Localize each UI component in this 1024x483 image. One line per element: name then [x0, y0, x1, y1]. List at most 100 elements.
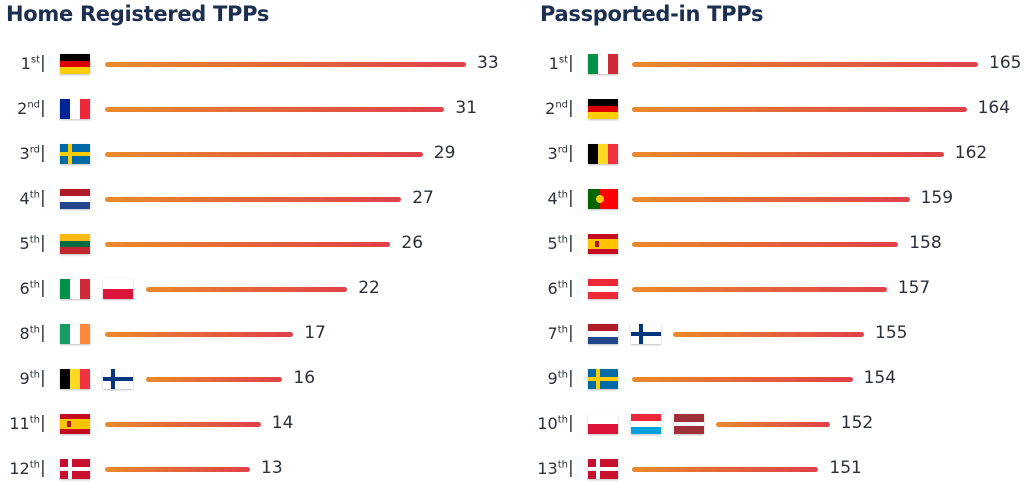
rank-suffix: th — [557, 234, 568, 246]
rank-label: 3rd — [548, 144, 568, 163]
chart-row: 9th | 16 — [0, 367, 500, 391]
rank-number: 7 — [547, 324, 558, 343]
rank-number: 10 — [537, 414, 558, 433]
value-label: 157 — [897, 278, 931, 298]
flag-es-icon — [588, 234, 618, 254]
flag-lt-icon — [60, 234, 90, 254]
bar — [105, 152, 423, 157]
bar — [716, 422, 830, 427]
rank-suffix: th — [29, 234, 40, 246]
value-label: 22 — [358, 278, 380, 298]
chart-row: 3rd | 29 — [0, 142, 500, 166]
separator: | — [568, 458, 574, 478]
value-label: 27 — [412, 188, 434, 208]
chart-row: 8th | 17 — [0, 322, 500, 346]
rank-suffix: th — [29, 414, 40, 426]
flag-nl-icon — [588, 324, 618, 344]
flag-nl-icon — [60, 189, 90, 209]
rank-label: 9th — [548, 369, 568, 388]
rank-label: 9th — [20, 369, 40, 388]
value-label: 16 — [293, 368, 316, 388]
rank-suffix: th — [29, 324, 40, 336]
rank-label: 6th — [548, 279, 568, 298]
flag-it-icon — [60, 279, 90, 299]
chart-row: 1st | 33 — [0, 52, 500, 76]
separator: | — [40, 323, 46, 343]
flag-be-icon — [60, 369, 90, 389]
rank-suffix: th — [557, 369, 568, 381]
rank-label: 8th — [20, 324, 40, 343]
bar — [632, 467, 819, 472]
rank-suffix: nd — [27, 99, 40, 111]
value-label: 155 — [875, 323, 908, 343]
flag-de-icon — [588, 99, 618, 119]
flag-pl-icon — [103, 279, 133, 299]
value-label: 158 — [909, 233, 942, 253]
separator: | — [568, 278, 574, 298]
rank-suffix: th — [29, 459, 40, 471]
separator: | — [568, 413, 574, 433]
flag-fr-icon — [60, 99, 90, 119]
bar — [673, 332, 864, 337]
flag-at-icon — [588, 279, 618, 299]
rank-suffix: th — [557, 279, 568, 291]
rank-label: 5th — [20, 234, 40, 253]
value-label: 151 — [829, 458, 862, 478]
rank-number: 6 — [547, 279, 558, 298]
rank-number: 2 — [545, 99, 556, 118]
flag-fi-icon — [631, 324, 661, 344]
separator: | — [40, 143, 46, 163]
value-label: 159 — [920, 188, 954, 208]
bar — [146, 287, 348, 292]
value-label: 164 — [977, 98, 1011, 118]
chart-row: 12th | 13 — [0, 457, 500, 481]
flag-se-icon — [588, 369, 618, 389]
bar — [105, 422, 261, 427]
chart-row: 3rd | 162 — [528, 142, 1024, 166]
bar — [105, 242, 391, 247]
separator: | — [568, 98, 574, 118]
separator: | — [40, 458, 46, 478]
flag-pl-icon — [588, 414, 618, 434]
flag-be-icon — [588, 144, 618, 164]
bar — [632, 242, 899, 247]
chart-row: 6th | 157 — [528, 277, 1024, 301]
bar — [146, 377, 283, 382]
rank-number: 13 — [537, 459, 558, 478]
rank-number: 5 — [19, 234, 30, 253]
rank-suffix: th — [29, 369, 40, 381]
separator: | — [40, 368, 46, 388]
separator: | — [568, 143, 574, 163]
flag-pt-icon — [588, 189, 618, 209]
chart-row: 5th | 158 — [528, 232, 1024, 256]
bar — [105, 62, 466, 67]
rank-number: 4 — [19, 189, 30, 208]
bar — [105, 107, 445, 112]
flag-lu-icon — [631, 414, 661, 434]
rank-label: 12th — [9, 459, 40, 478]
rank-number: 9 — [19, 369, 30, 388]
chart-row: 1st | 165 — [528, 52, 1024, 76]
rank-label: 11th — [9, 414, 40, 433]
chart-row: 9th | 154 — [528, 367, 1024, 391]
rank-number: 3 — [547, 144, 558, 163]
rank-suffix: st — [30, 54, 40, 66]
separator: | — [568, 368, 574, 388]
bar — [105, 197, 402, 202]
rank-number: 12 — [9, 459, 30, 478]
flag-it-icon — [588, 54, 618, 74]
rank-number: 4 — [547, 189, 558, 208]
value-label: 31 — [455, 98, 478, 118]
rank-label: 2nd — [17, 99, 40, 118]
value-label: 29 — [433, 143, 456, 163]
separator: | — [40, 233, 46, 253]
bar — [632, 152, 944, 157]
rank-label: 13th — [537, 459, 568, 478]
flag-se-icon — [60, 144, 90, 164]
rank-suffix: th — [557, 459, 568, 471]
bar — [632, 287, 887, 292]
chart-row: 4th | 159 — [528, 187, 1024, 211]
chart-row: 11th | 14 — [0, 412, 500, 436]
value-label: 154 — [863, 368, 897, 388]
value-label: 162 — [954, 143, 988, 163]
